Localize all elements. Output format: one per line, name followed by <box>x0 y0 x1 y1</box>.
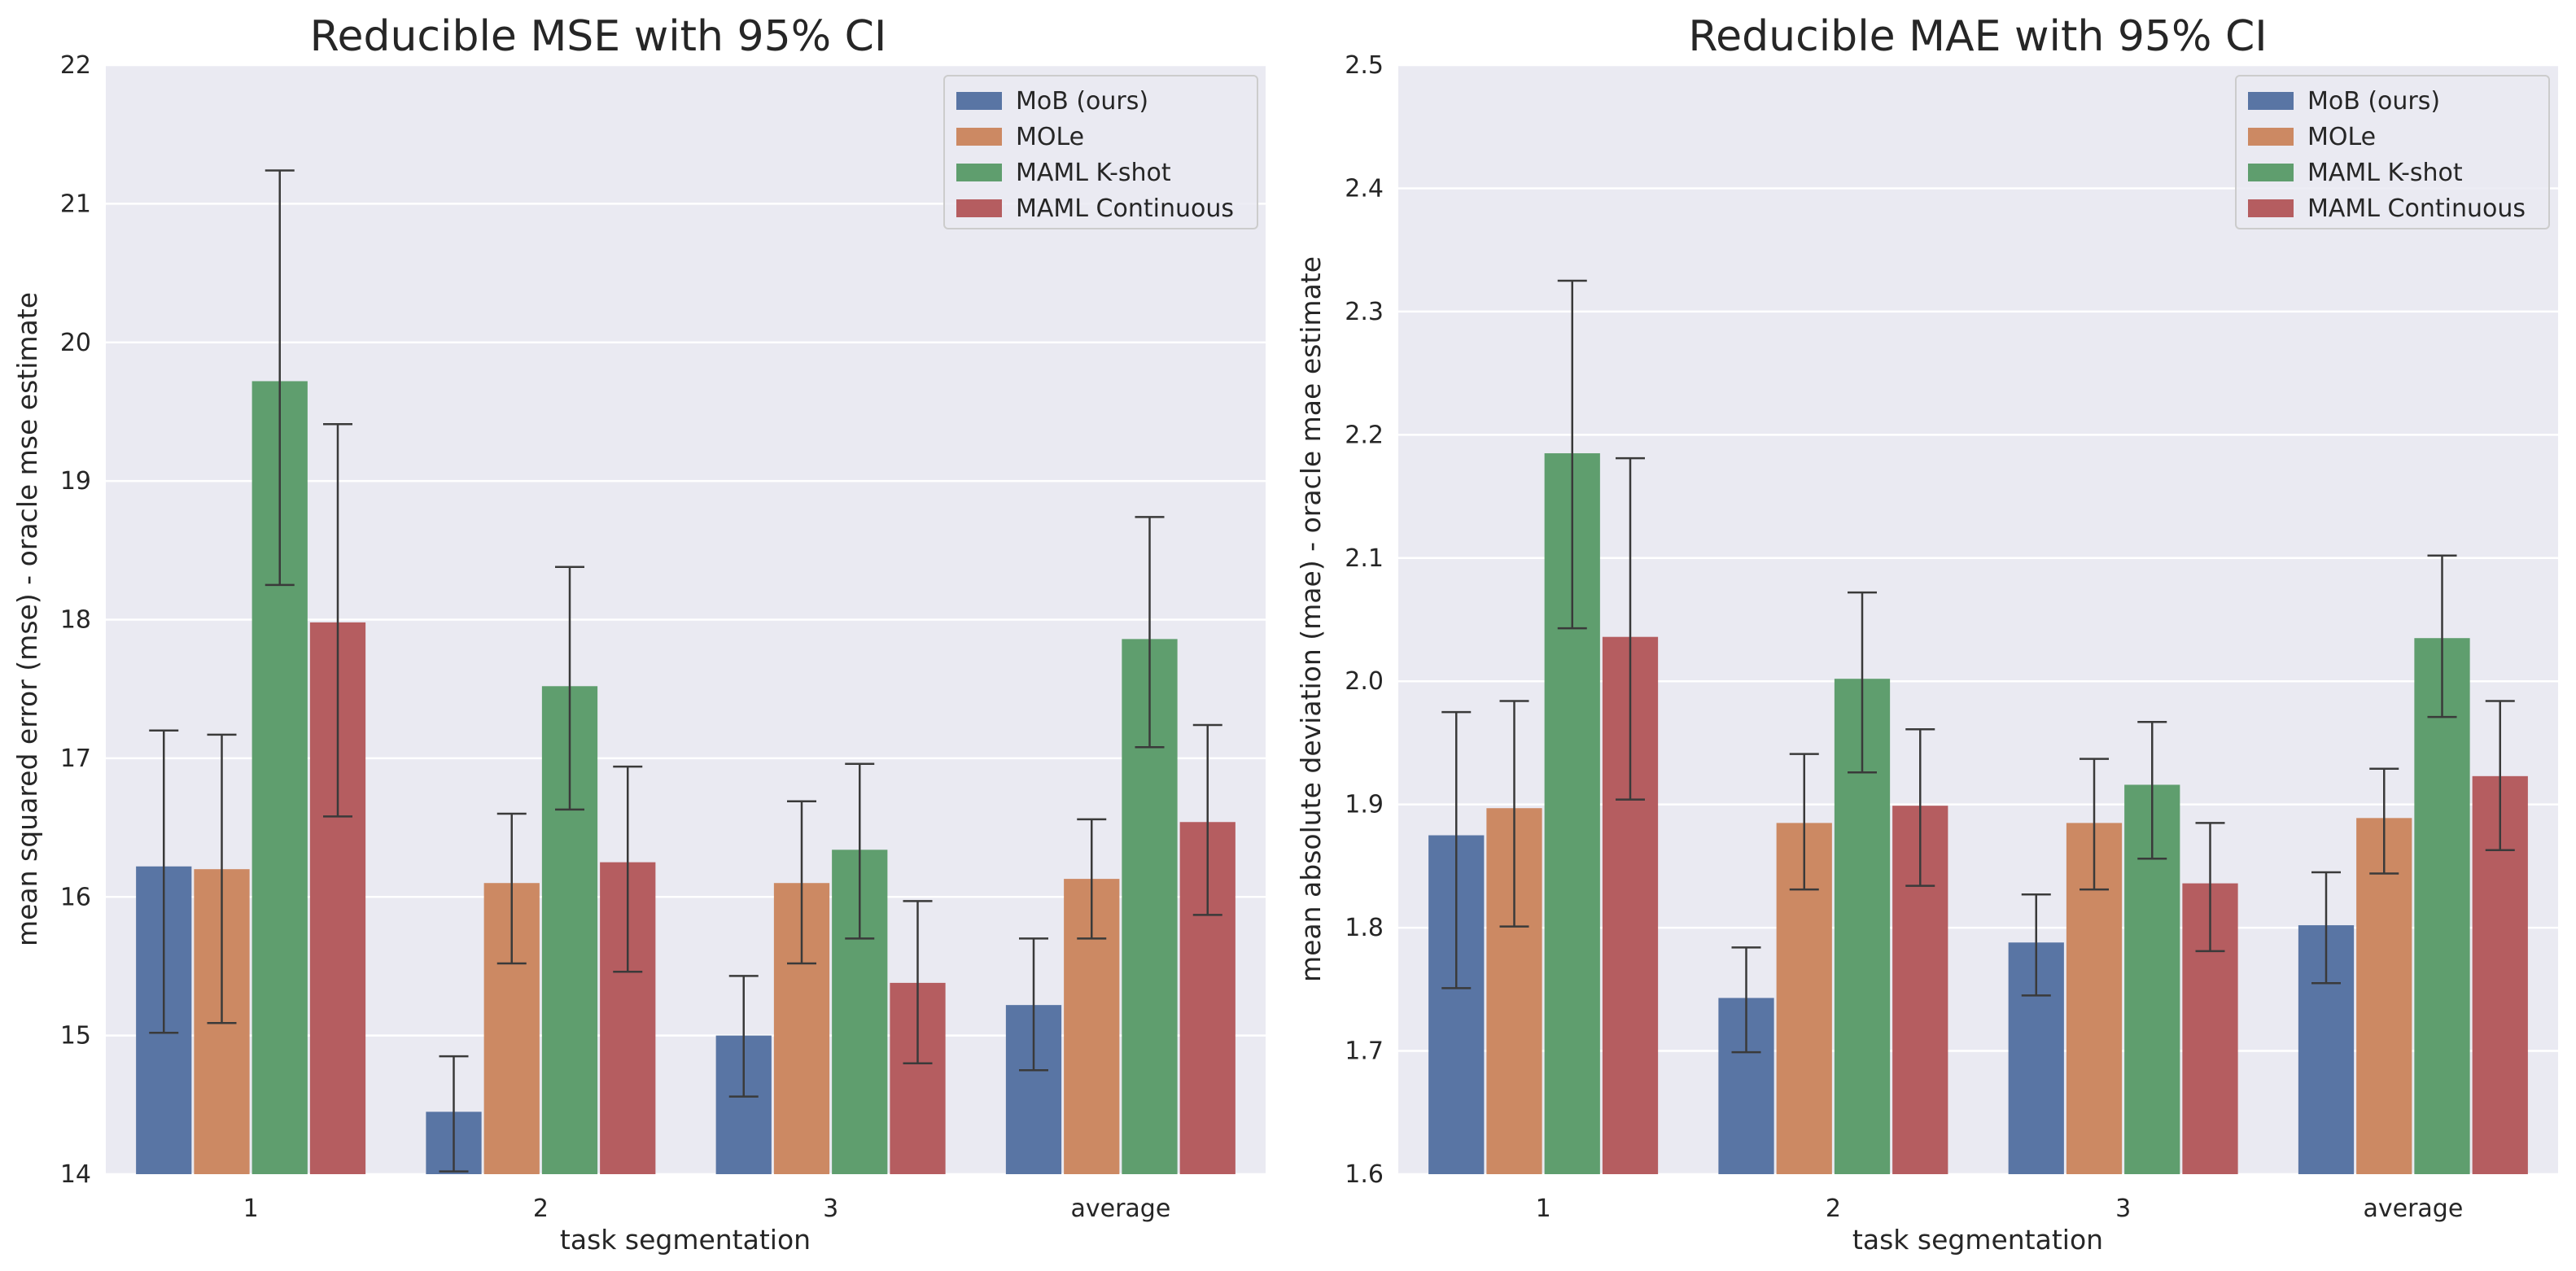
mse-y-tick-label: 20 <box>60 329 91 357</box>
mae-y-tick-label: 1.6 <box>1345 1160 1384 1189</box>
mse-x-axis-label: task segmentation <box>560 1224 811 1256</box>
mae-legend-swatch <box>2248 92 2294 110</box>
mae-legend: MoB (ours) MOLe MAML K-shot MAML Continuous <box>2235 75 2550 229</box>
mse-legend: MoB (ours) MOLe MAML K-shot MAML Continuous <box>943 75 1258 229</box>
mse-legend-label: MoB (ours) <box>1016 87 1148 116</box>
mae-y-tick-label: 2.1 <box>1345 544 1384 573</box>
mse-legend-label: MAML Continuous <box>1016 194 1234 223</box>
mae-bars <box>1428 453 2528 1174</box>
mae-chart-title: Reducible MAE with 95% CI <box>1688 12 2267 61</box>
mae-chart: Reducible MAE with 95% CI 1.6 1.7 1.8 1.9 2.… <box>1295 12 2558 1256</box>
mse-y-tick-label: 14 <box>60 1160 91 1189</box>
mae-legend-swatch <box>2248 199 2294 217</box>
mae-error-bars <box>1441 279 2515 1054</box>
mae-x-ticks: 1 2 3 average <box>1536 1195 2464 1223</box>
mse-legend-swatch <box>956 199 1002 217</box>
mse-legend-label: MOLe <box>1016 123 1084 151</box>
mae-y-tick-label: 2.5 <box>1345 51 1384 80</box>
mae-y-tick-label: 1.8 <box>1345 914 1384 942</box>
mae-x-tick-label: average <box>2363 1195 2463 1223</box>
mse-legend-swatch <box>956 164 1002 181</box>
mae-legend-box <box>2235 75 2550 229</box>
mse-y-tick-label: 21 <box>60 190 91 218</box>
mse-y-tick-label: 18 <box>60 606 91 635</box>
mae-y-tick-label: 1.9 <box>1345 791 1384 819</box>
mae-legend-swatch <box>2248 164 2294 181</box>
mse-y-tick-label: 22 <box>60 51 91 80</box>
mae-legend-swatch <box>2248 128 2294 146</box>
mae-y-ticks: 1.6 1.7 1.8 1.9 2.0 2.1 2.2 2.3 2.4 2.5 <box>1345 51 1384 1189</box>
mae-legend-label: MAML Continuous <box>2307 194 2526 223</box>
mse-x-tick-label: average <box>1070 1195 1170 1223</box>
mae-legend-label: MoB (ours) <box>2307 87 2440 116</box>
mse-x-tick-label: 1 <box>243 1195 259 1223</box>
mae-y-axis-label: mean absolute deviation (mae) - oracle m… <box>1295 256 1327 982</box>
mse-y-ticks: 14 15 16 17 18 19 20 21 22 <box>60 51 91 1189</box>
mae-x-axis-label: task segmentation <box>1852 1224 2103 1256</box>
mse-legend-box <box>943 75 1258 229</box>
mse-y-tick-label: 17 <box>60 745 91 773</box>
mae-x-tick-label: 2 <box>1826 1195 1841 1223</box>
mae-legend-label: MOLe <box>2307 123 2376 151</box>
mse-x-ticks: 1 2 3 average <box>243 1195 1171 1223</box>
mse-legend-swatch <box>956 128 1002 146</box>
mse-error-bars <box>149 169 1222 1173</box>
mae-x-tick-label: 1 <box>1536 1195 1551 1223</box>
mae-y-tick-label: 2.4 <box>1345 174 1384 203</box>
mse-legend-swatch <box>956 92 1002 110</box>
mse-x-tick-label: 2 <box>533 1195 549 1223</box>
mse-chart-title: Reducible MSE with 95% CI <box>310 12 887 61</box>
mae-bar <box>2356 818 2412 1174</box>
mse-chart: Reducible MSE with 95% CI 14 15 16 17 18 19 20… <box>11 12 1266 1256</box>
mse-y-axis-label: mean squared error (mse) - oracle mse es… <box>11 292 43 946</box>
mae-y-tick-label: 1.7 <box>1345 1037 1384 1066</box>
mae-bar <box>2414 638 2470 1174</box>
mae-y-tick-label: 2.0 <box>1345 667 1384 696</box>
mse-x-tick-label: 3 <box>823 1195 838 1223</box>
mae-x-tick-label: 3 <box>2115 1195 2131 1223</box>
mse-y-tick-label: 19 <box>60 467 91 496</box>
mse-y-tick-label: 16 <box>60 883 91 911</box>
mse-y-tick-label: 15 <box>60 1022 91 1050</box>
mae-y-tick-label: 2.3 <box>1345 298 1384 326</box>
mae-legend-label: MAML K-shot <box>2307 159 2463 187</box>
mae-y-tick-label: 2.2 <box>1345 421 1384 449</box>
mse-legend-label: MAML K-shot <box>1016 159 1171 187</box>
